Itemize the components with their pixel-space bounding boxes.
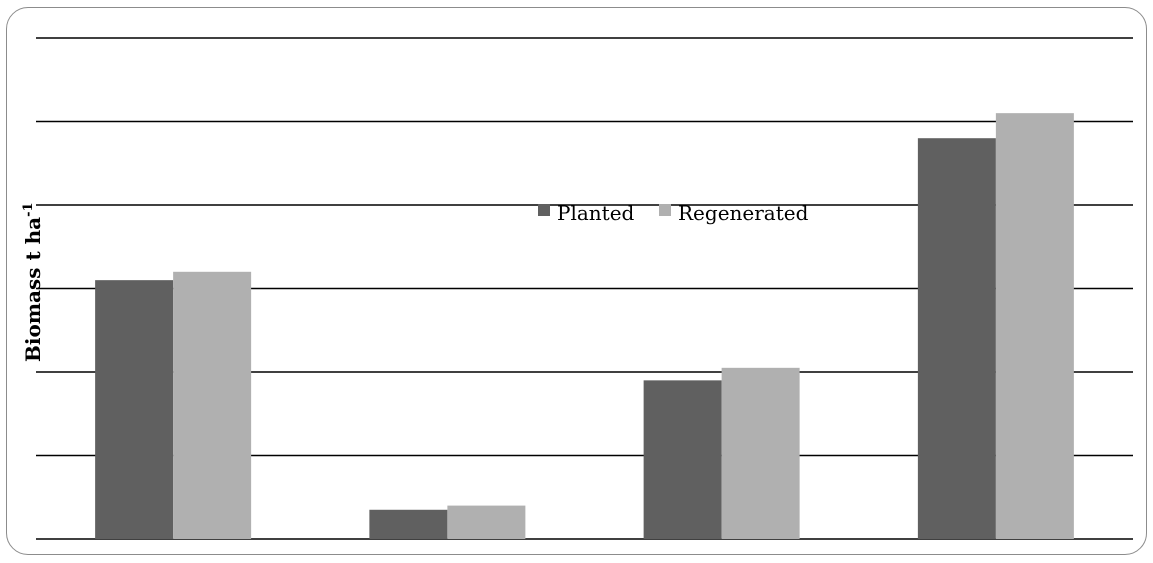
legend-swatch-regenerated: [659, 204, 671, 216]
bars: [95, 113, 1074, 540]
bar-regenerated-1: [173, 271, 252, 539]
bar-regenerated-2: [447, 505, 526, 539]
bar-regenerated-4: [995, 113, 1074, 540]
y-axis-label: Biomass t ha-1: [21, 202, 45, 362]
legend-label-regenerated: Regenerated: [678, 201, 809, 225]
bar-regenerated-3: [721, 367, 800, 539]
y-axis-label-main: Biomass t ha: [21, 217, 45, 362]
legend-swatch-planted: [538, 204, 550, 216]
bar-planted-1: [95, 280, 174, 539]
legend-label-planted: Planted: [557, 201, 635, 225]
legend: Planted Regenerated: [538, 201, 809, 225]
bar-planted-4: [917, 138, 996, 539]
y-axis-label-superscript: -1: [21, 202, 36, 216]
bar-planted-3: [643, 380, 722, 539]
bar-planted-2: [369, 509, 448, 539]
